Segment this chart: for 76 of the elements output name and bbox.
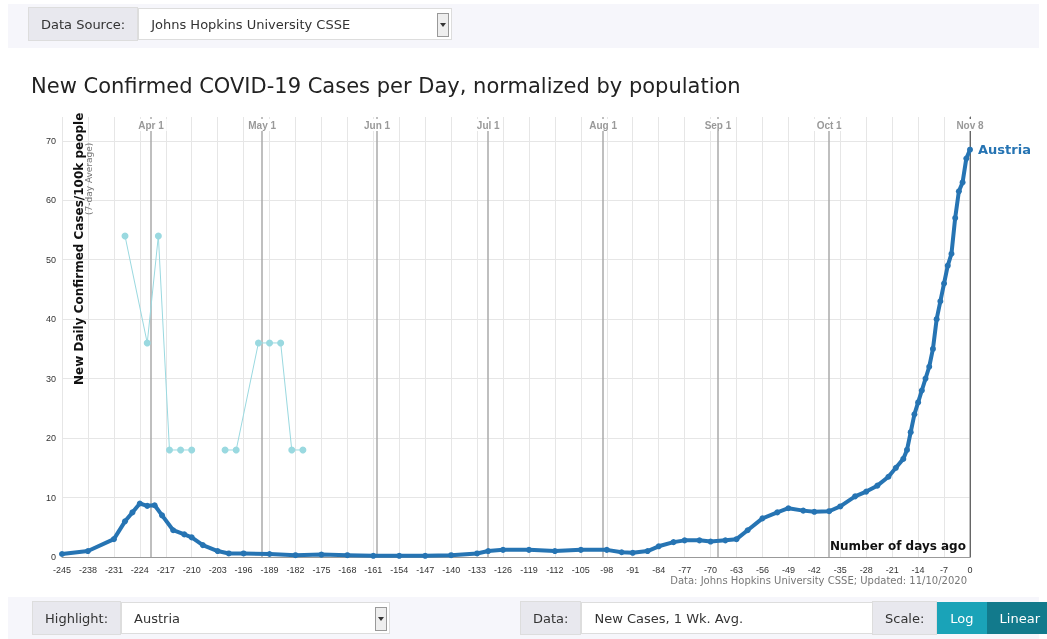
text: Scale: <box>872 601 938 635</box>
x-tick-label: -77 <box>678 564 692 575</box>
x2-tick-label: Oct 1 <box>816 119 843 131</box>
x2-tick-label: Sep 1 <box>704 119 732 131</box>
text: Log <box>937 602 987 634</box>
x-tick-label: -35 <box>833 564 847 575</box>
text: Linear <box>986 602 1047 634</box>
x-tick-label: -182 <box>286 564 305 575</box>
point <box>188 446 196 454</box>
point <box>277 339 285 347</box>
y-tick-label: 20 <box>45 433 56 444</box>
text: New Cases, 1 Wk. Avg. <box>594 610 744 626</box>
x-tick-label: -63 <box>730 564 744 575</box>
x2-tick-label: Nov 8 <box>956 119 985 131</box>
x-tick-label: -98 <box>600 564 614 575</box>
text: Data: Johns Hopkins University CSSE; Updated: 11/10/2020 <box>670 574 968 586</box>
point <box>177 446 185 454</box>
x2-tick-label: Jul 1 <box>476 119 501 131</box>
x-tick-label: -210 <box>182 564 201 575</box>
x2-tick-label: Jun 1 <box>363 119 391 131</box>
x-tick-label: -126 <box>494 564 513 575</box>
x-tick-label: -189 <box>260 564 279 575</box>
text: Data: <box>520 601 582 635</box>
x-tick-label: -84 <box>652 564 666 575</box>
text: Johns Hopkins University CSSE <box>138 8 453 40</box>
x-tick-label: -133 <box>468 564 487 575</box>
x-tick-label: -217 <box>156 564 175 575</box>
point <box>143 339 151 347</box>
x-tick-label: -119 <box>520 564 538 575</box>
y-tick-label: 50 <box>45 254 56 265</box>
x-tick-label: -91 <box>626 564 640 575</box>
point <box>288 446 296 454</box>
x-tick-label: -112 <box>546 564 564 575</box>
y-tick-label: 10 <box>45 492 56 503</box>
x-tick-label: -231 <box>104 564 123 575</box>
y-tick-label: 30 <box>45 373 56 384</box>
x-tick-label: -245 <box>52 564 72 575</box>
y-tick-label: 70 <box>45 135 56 146</box>
x2-tick-label: May 1 <box>248 119 277 131</box>
x-tick-label: -49 <box>781 564 795 575</box>
point <box>232 446 240 454</box>
x-tick-label: -161 <box>364 564 383 575</box>
point <box>254 339 262 347</box>
text: Highlight: <box>32 601 122 635</box>
x2-tick-label: Apr 1 <box>138 119 165 131</box>
x-axis-title: Number of days ago <box>830 539 966 553</box>
x-tick-label: -56 <box>755 564 769 575</box>
y-tick-label: 0 <box>50 552 56 562</box>
x-tick-label: 0 <box>967 564 973 575</box>
source-note: Data Source: <box>28 7 139 41</box>
y-tick-label: 60 <box>45 195 56 206</box>
x-tick-label: -196 <box>234 564 253 575</box>
y-axis-title: New Daily Confirmed Cases/100k people <box>72 112 86 385</box>
point <box>165 446 173 454</box>
series-label: Austria <box>978 142 1031 158</box>
x-tick-label: -224 <box>130 564 149 575</box>
x-tick-label: -154 <box>390 564 409 575</box>
text: Austria <box>121 602 391 634</box>
x-tick-label: -21 <box>885 564 899 575</box>
x-tick-label: -105 <box>571 564 590 575</box>
x-tick-label: -14 <box>911 564 925 575</box>
x-tick-label: -140 <box>442 564 461 575</box>
point <box>154 232 162 240</box>
x2-tick-label: Aug 1 <box>589 119 618 131</box>
x-tick-label: -147 <box>416 564 435 575</box>
x-tick-label: -70 <box>704 564 718 575</box>
y-tick-label: 40 <box>45 314 56 325</box>
chart-title: New Confirmed COVID-19 Cases per Day, normalized by population <box>31 73 741 98</box>
x-tick-label: -7 <box>940 564 949 575</box>
x-tick-label: -168 <box>338 564 357 575</box>
x-tick-label: -238 <box>78 564 97 575</box>
x-tick-label: -175 <box>312 564 331 575</box>
x-tick-label: -42 <box>807 564 821 575</box>
point <box>266 339 274 347</box>
x-tick-label: -28 <box>859 564 873 575</box>
x-tick-label: -203 <box>208 564 227 575</box>
